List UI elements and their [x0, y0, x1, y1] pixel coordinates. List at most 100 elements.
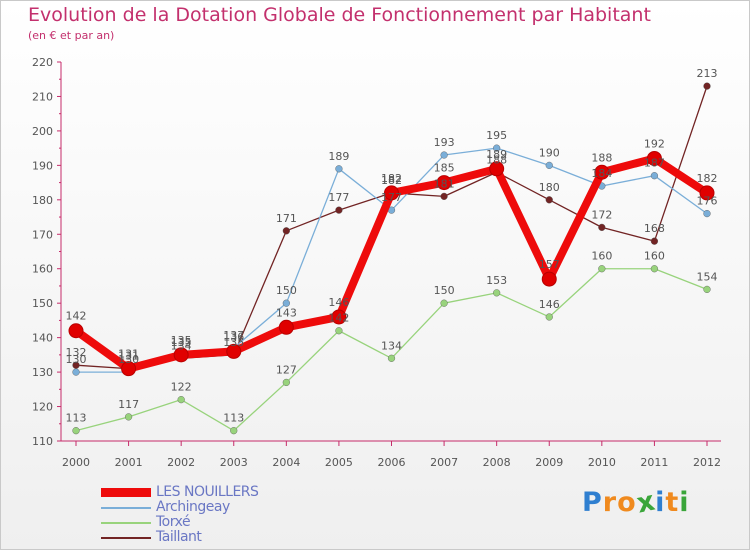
data-label: 132: [66, 346, 87, 359]
data-label: 185: [434, 162, 455, 175]
data-label: 160: [591, 250, 612, 263]
legend-label: Torxé: [156, 514, 191, 530]
data-label: 135: [223, 336, 244, 349]
data-point: [384, 185, 399, 201]
series-lines: [68, 82, 715, 435]
data-point: [541, 271, 557, 287]
data-point: [173, 347, 189, 363]
data-label: 188: [591, 151, 612, 164]
legend-label: Archingeay: [156, 499, 230, 515]
data-label: 189: [486, 148, 507, 161]
x-tick-label: 2009: [535, 456, 563, 469]
chart-title: Evolution de la Dotation Globale de Fonc…: [28, 4, 651, 26]
legend-label: Taillant: [156, 529, 202, 545]
data-point: [230, 427, 238, 435]
data-point: [282, 227, 290, 235]
data-label: 157: [539, 258, 560, 271]
data-label: 113: [66, 412, 87, 425]
data-label: 113: [223, 412, 244, 425]
data-label: 131: [118, 348, 139, 361]
y-tick-label: 190: [32, 159, 53, 172]
x-tick-label: 2001: [115, 456, 143, 469]
data-point: [440, 299, 448, 307]
data-label: 143: [276, 306, 297, 319]
y-tick-label: 220: [32, 56, 53, 69]
data-label: 190: [539, 146, 560, 159]
data-label: 142: [66, 310, 87, 323]
data-point: [703, 82, 711, 90]
data-label: 181: [434, 177, 455, 190]
legend-item: Taillant: [101, 529, 301, 545]
data-label: 188: [486, 153, 507, 166]
data-point: [68, 323, 84, 339]
y-tick-label: 180: [32, 194, 53, 207]
proxiti-logo: Proxiti: [582, 485, 690, 519]
y-tick-label: 150: [32, 297, 53, 310]
y-tick-label: 110: [32, 435, 53, 448]
y-tick-label: 140: [32, 332, 53, 345]
data-label: 136: [223, 330, 244, 343]
y-tick-label: 210: [32, 90, 53, 103]
data-point: [335, 327, 343, 335]
data-point: [545, 313, 553, 321]
x-tick-label: 2012: [693, 456, 721, 469]
data-point: [387, 354, 396, 362]
data-label: 153: [486, 274, 507, 287]
data-label: 134: [381, 339, 402, 352]
series-line-taillant: [75, 85, 708, 370]
logo-letter: P: [582, 487, 603, 518]
data-label: 192: [644, 137, 665, 150]
data-label: 213: [697, 67, 718, 80]
x-tick-label: 2005: [325, 456, 353, 469]
logo-letter: i: [655, 487, 666, 518]
data-label: 134: [171, 339, 192, 352]
data-point: [650, 237, 659, 245]
data-point: [598, 223, 606, 231]
data-point: [282, 299, 290, 307]
legend-swatch: [101, 507, 151, 509]
data-point: [650, 265, 659, 273]
data-point: [703, 210, 711, 218]
data-label: 176: [697, 195, 718, 208]
data-point: [335, 206, 343, 214]
x-tick-label: 2003: [220, 456, 248, 469]
legend-swatch: [101, 522, 151, 524]
x-tick-label: 2002: [167, 456, 195, 469]
legend-label: LES NOUILLERS: [156, 484, 259, 500]
data-point: [282, 378, 290, 387]
data-point: [72, 427, 80, 435]
data-label: 127: [276, 363, 297, 376]
logo-letter: o: [617, 487, 637, 518]
y-tick-label: 120: [32, 401, 53, 414]
data-label: 182: [697, 172, 718, 185]
data-label: 189: [328, 150, 349, 163]
data-label: 150: [276, 284, 297, 297]
data-label: 135: [171, 334, 192, 347]
y-tick-label: 170: [32, 228, 53, 241]
logo-letter: r: [602, 487, 618, 518]
data-point: [121, 361, 137, 377]
data-label: 142: [328, 312, 349, 325]
data-point: [545, 161, 553, 169]
legend-swatch: [101, 537, 151, 539]
data-label: 160: [644, 250, 665, 263]
x-tick-label: 2004: [272, 456, 300, 469]
y-tick-label: 130: [32, 366, 53, 379]
chart-subtitle: (en € et par an): [28, 29, 115, 42]
data-point: [436, 175, 452, 191]
data-label: 182: [381, 172, 402, 185]
data-label: 180: [539, 181, 560, 194]
legend-item: Torxé: [101, 514, 301, 530]
data-label: 154: [697, 270, 718, 283]
data-label: 177: [328, 191, 349, 204]
data-point: [489, 161, 505, 177]
data-point: [650, 172, 659, 180]
data-point: [699, 185, 715, 201]
data-label: 177: [381, 191, 402, 204]
data-point: [646, 150, 662, 166]
legend-swatch: [101, 488, 151, 497]
data-label: 168: [644, 222, 665, 235]
